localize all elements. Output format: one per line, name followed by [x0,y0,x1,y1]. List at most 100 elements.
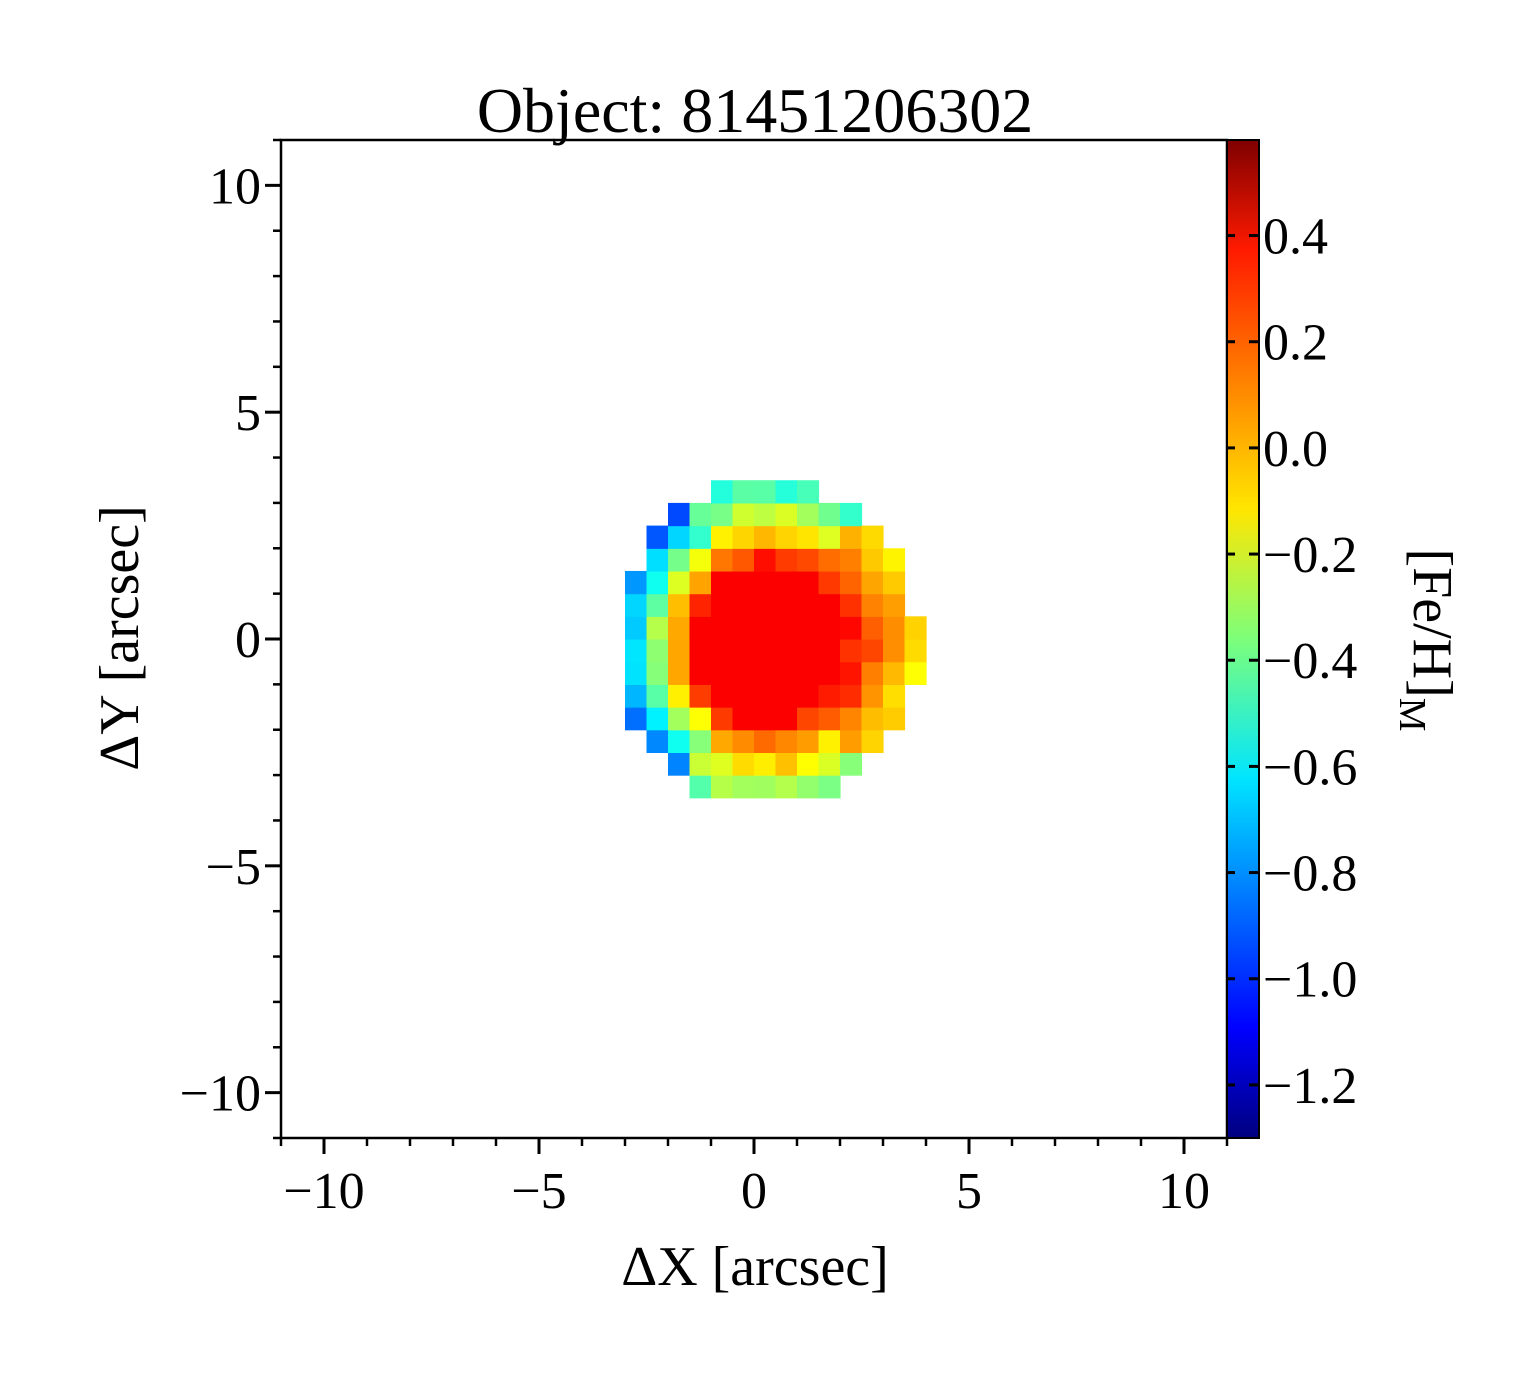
heatmap-pixel [775,593,798,617]
heatmap-pixel [732,616,755,640]
heatmap-pixel [754,616,777,640]
heatmap-pixel [668,729,691,754]
heatmap-pixel [861,639,884,663]
heatmap-pixel [861,525,884,549]
heatmap-pixel [818,775,841,799]
heatmap-pixel [840,593,863,617]
heatmap-pixel [797,684,820,708]
heatmap-pixel [775,639,798,663]
y-tick-label: 0 [235,612,261,669]
heatmap-pixel [689,616,712,640]
heatmap-pixel [711,502,734,527]
heatmap-pixel [711,729,734,754]
colorbar-tick-label: −1.2 [1263,1058,1357,1115]
heatmap-pixel [775,502,798,527]
colorbar-tick-label: −0.6 [1263,739,1357,796]
heatmap-pixel [625,684,648,708]
heatmap-pixel [883,707,906,731]
heatmap-pixel [775,570,798,595]
heatmap-pixel [883,548,906,572]
heatmap-pixel [711,752,734,776]
heatmap-pixel [625,593,648,617]
heatmap-pixel [775,775,798,799]
heatmap-pixel [754,752,777,776]
heatmap-pixel [732,639,755,663]
heatmap-pixel [668,502,691,527]
heatmap-pixel [689,502,712,527]
heatmap-pixel [840,707,863,731]
heatmap-pixel [775,616,798,640]
heatmap-pixel [840,570,863,595]
heatmap-pixel [732,661,755,685]
heatmap-pixel [625,639,648,663]
heatmap-pixel [732,775,755,799]
heatmap-pixel [818,502,841,527]
heatmap-pixel [797,639,820,663]
heatmap-pixel [668,525,691,549]
heatmap-pixel [775,525,798,549]
heatmap-pixel [646,729,669,754]
heatmap-pixel [775,661,798,685]
heatmap-pixel [840,525,863,549]
heatmap-pixel [775,707,798,731]
heatmap-pixel [754,593,777,617]
heatmap-pixel [883,639,906,663]
heatmap-pixel [775,752,798,776]
heatmap-pixel [818,570,841,595]
heatmap-pixel [711,661,734,685]
heatmap-pixel [732,502,755,527]
heatmap-pixel [625,661,648,685]
heatmap-pixel [797,593,820,617]
x-tick-label: 10 [1158,1163,1210,1220]
colorbar-tick-label: −1.0 [1263,952,1357,1009]
heatmap-pixel [668,570,691,595]
heatmap-pixel [754,525,777,549]
heatmap-pixel [754,729,777,754]
heatmap-pixel [861,729,884,754]
heatmap-pixel [668,593,691,617]
heatmap-pixel [711,775,734,799]
heatmap-pixel [732,593,755,617]
heatmap-pixel [689,570,712,595]
x-axis-label: ΔX [arcsec] [621,1236,889,1298]
heatmap-pixel [818,707,841,731]
heatmap-pixel [818,593,841,617]
heatmap-pixel [754,548,777,572]
heatmap-pixel [732,684,755,708]
heatmap-pixel [883,593,906,617]
heatmap-pixel [732,707,755,731]
colorbar-label: [Fe/H]M [1391,548,1463,731]
heatmap-pixel [625,707,648,731]
heatmap-pixel [775,684,798,708]
heatmap-pixel [883,684,906,708]
heatmap-pixel [689,684,712,708]
heatmap-pixel [732,752,755,776]
x-tick-label: −10 [283,1163,364,1220]
x-tick-label: −5 [511,1163,566,1220]
heatmap-pixel [840,616,863,640]
heatmap-pixel [668,752,691,776]
heatmap-pixel [646,593,669,617]
colorbar-ticks: 0.4 0.2 0.0 −0.2 −0.4 −0.6 −0.8 −1.0 −1.2 [1227,209,1357,1115]
heatmap-pixel [754,639,777,663]
heatmap-pixels [625,480,927,799]
heatmap-pixel [818,639,841,663]
heatmap-pixel [689,548,712,572]
colorbar-tick-label: 0.0 [1263,421,1328,478]
colorbar-tick-label: 0.2 [1263,315,1328,372]
x-tick-label: 0 [741,1163,767,1220]
heatmap-pixel [797,570,820,595]
heatmap-pixel [646,661,669,685]
heatmap-pixel [711,616,734,640]
heatmap-pixel [754,502,777,527]
heatmap-pixel [883,661,906,685]
heatmap-pixel [646,707,669,731]
heatmap-pixel [625,570,648,595]
heatmap-pixel [711,707,734,731]
heatmap-pixel [861,661,884,685]
heatmap-pixel [840,752,863,776]
heatmap-pixel [818,729,841,754]
heatmap-pixel [754,570,777,595]
